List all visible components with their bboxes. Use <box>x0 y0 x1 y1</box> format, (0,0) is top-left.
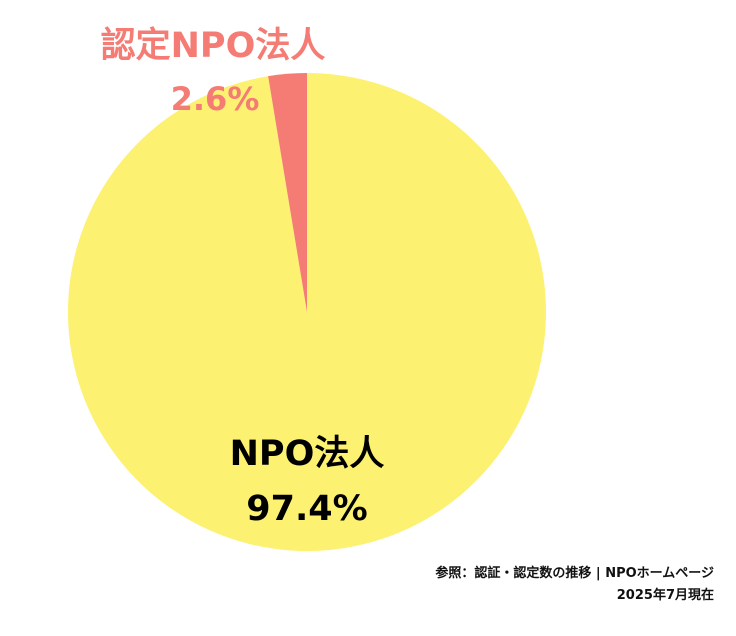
slice-label-npo: NPO法人 <box>230 434 385 474</box>
pie-slice-npo <box>68 73 547 551</box>
source-citation: 参照：認証・認定数の推移 | NPOホームページ <box>435 566 714 581</box>
slice-value-certified-npo: 2.6% <box>171 80 260 118</box>
pie-slice-certified-npo <box>268 73 307 312</box>
source-date: 2025年7月現在 <box>616 588 714 603</box>
slice-label-certified-npo: 認定NPO法人 <box>101 26 326 66</box>
slice-value-npo: 97.4% <box>246 489 367 529</box>
pie-slices <box>68 73 547 551</box>
